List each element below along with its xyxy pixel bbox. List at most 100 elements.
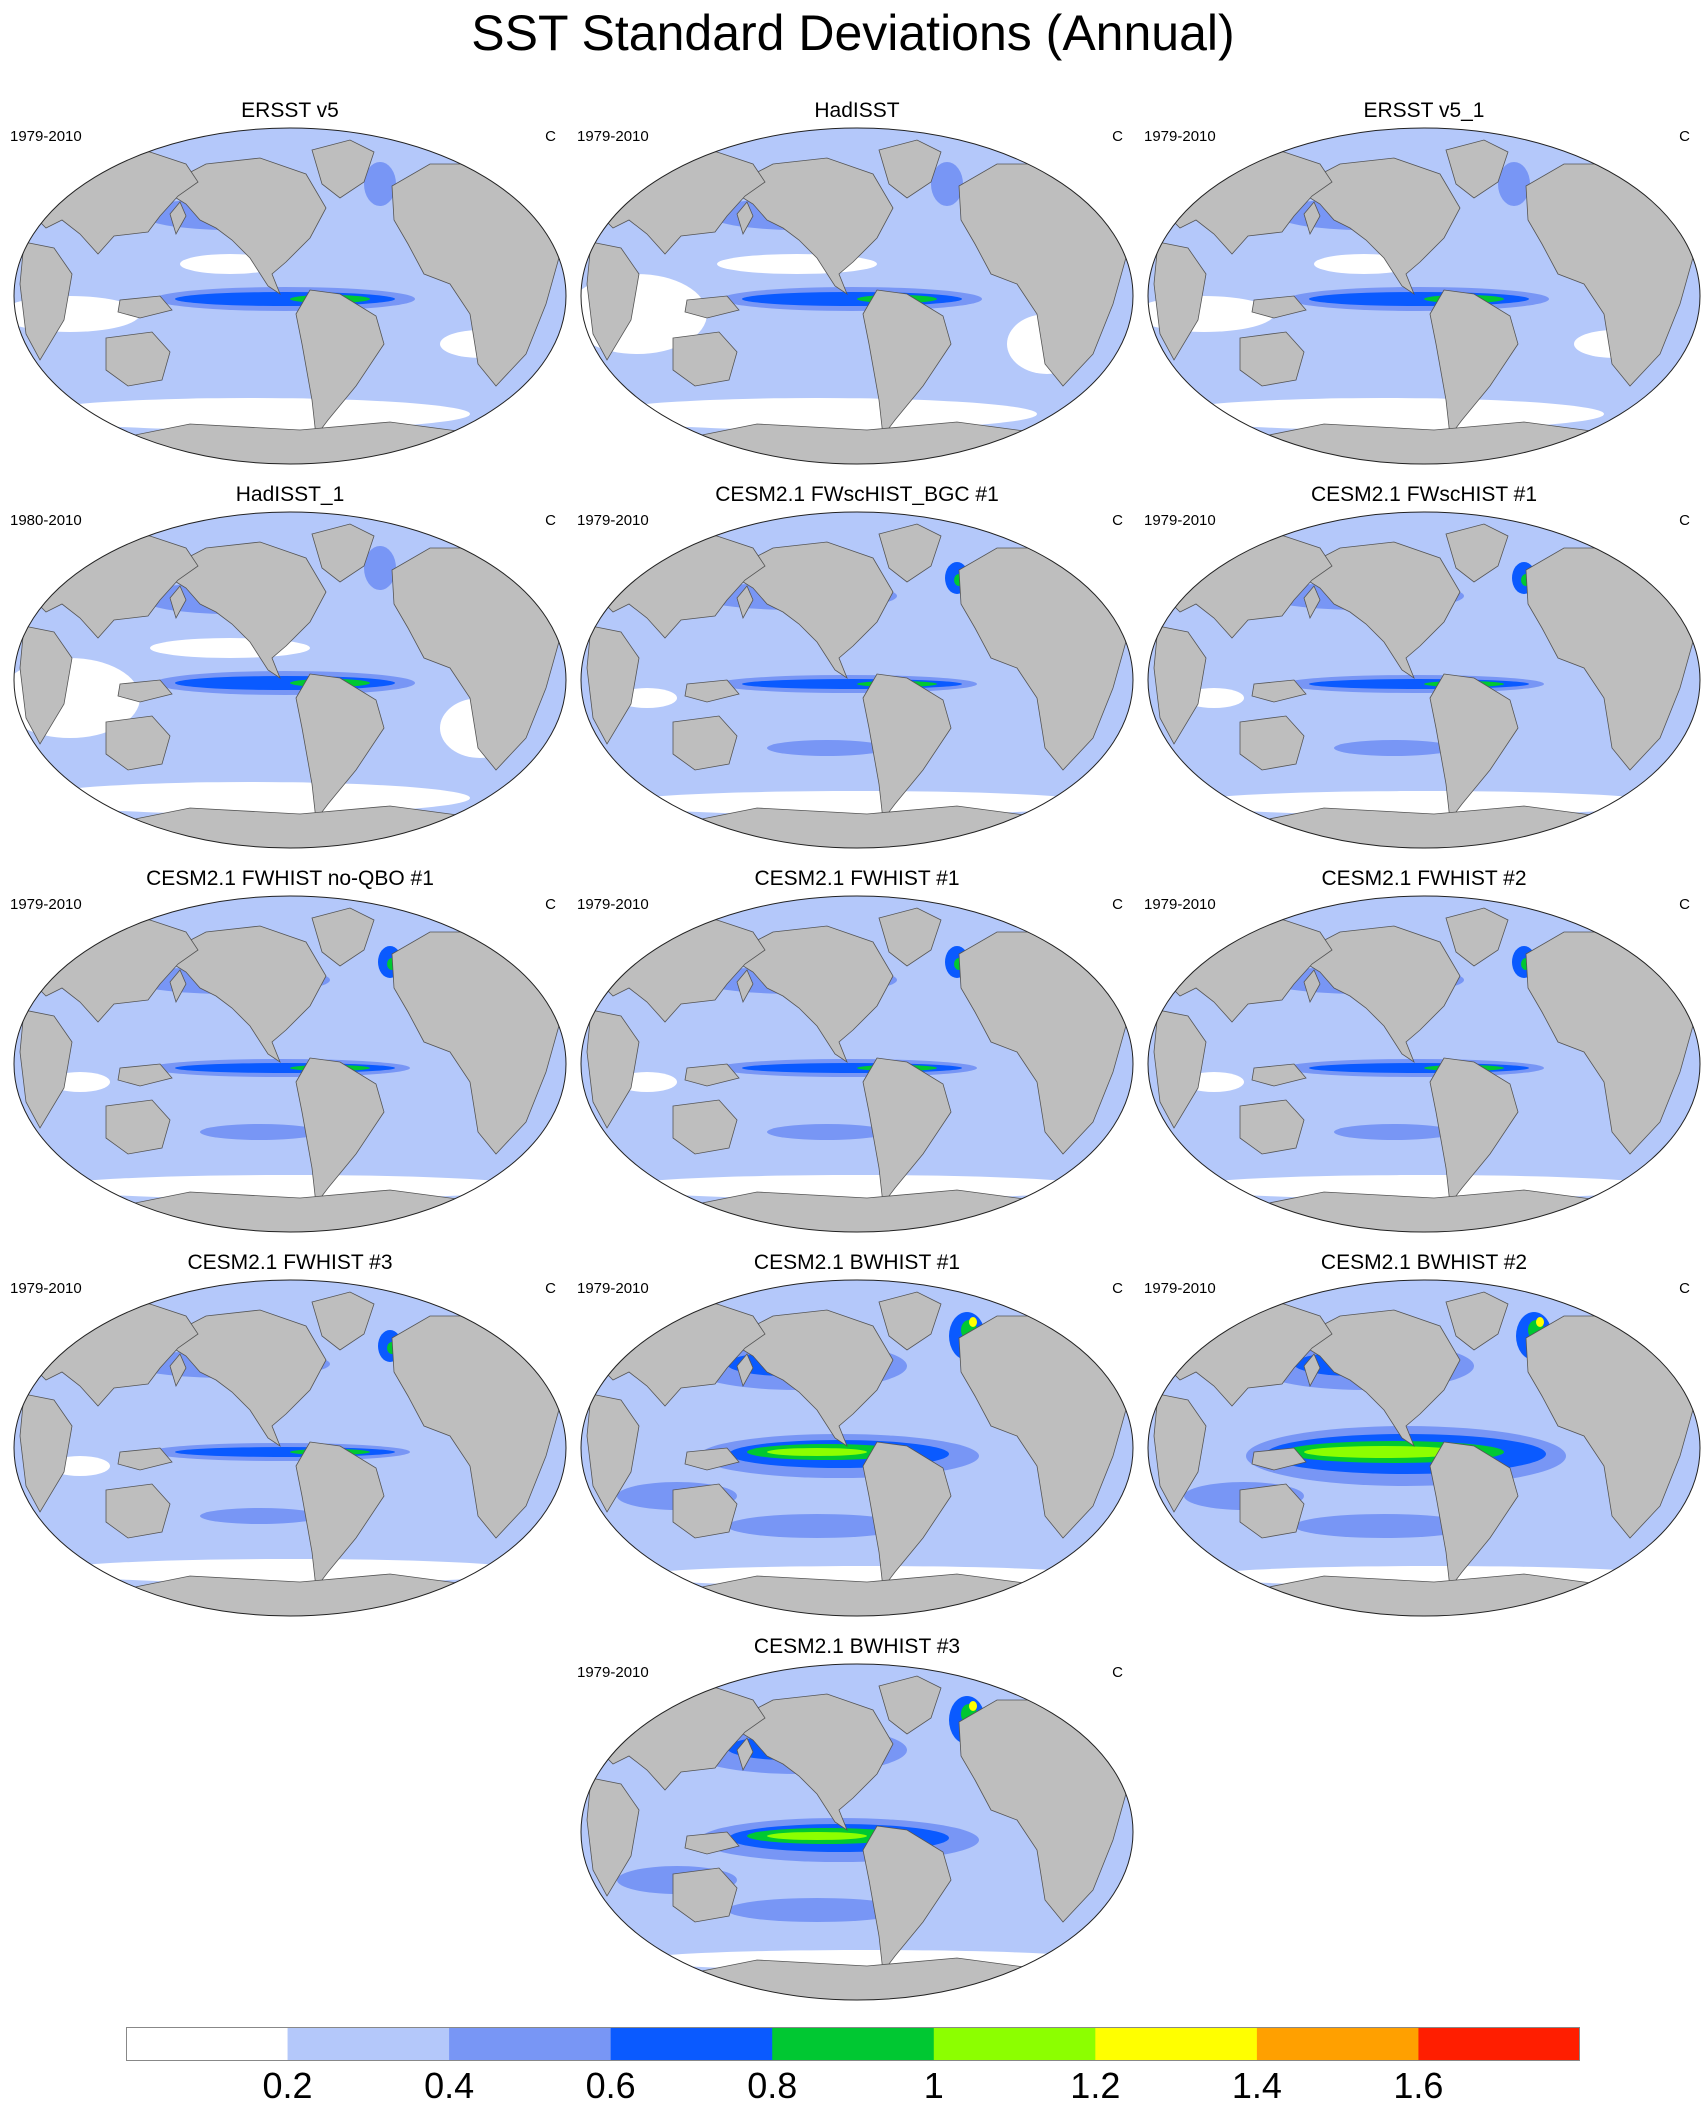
land-north-america — [1293, 541, 1461, 680]
land-north-america — [726, 925, 894, 1064]
panel-title: CESM2.1 BWHIST #1 — [753, 1251, 961, 1274]
sst-anomaly-patch — [50, 1559, 530, 1583]
map-border — [13, 511, 567, 849]
sst-anomaly-patch — [30, 398, 470, 430]
map-panel: CESM2.1 FWscHIST_BGC #1 1979-2010 C — [577, 482, 1137, 852]
land-south-america — [862, 289, 952, 438]
world-map — [13, 511, 567, 849]
land-south-america — [862, 1441, 952, 1590]
land-north-america — [1293, 925, 1461, 1064]
map-border — [580, 1279, 1134, 1617]
land-north-america — [159, 157, 327, 296]
panel-title: CESM2.1 FWscHIST_BGC #1 — [715, 483, 999, 506]
land-north-america — [159, 925, 327, 1064]
land-australia — [1239, 331, 1305, 387]
map-panel: HadISST 1979-2010 C — [577, 98, 1137, 468]
colorbar-label: 0.4 — [424, 2065, 475, 2106]
panel-title: ERSST v5_1 — [1363, 99, 1485, 122]
panel-period: 1979-2010 — [10, 128, 82, 145]
sst-anomaly-patch — [767, 1124, 887, 1140]
land-greenland — [1445, 1291, 1509, 1351]
land-japan — [1303, 585, 1321, 620]
land-australia — [105, 1483, 171, 1539]
panel-unit: C — [1679, 1280, 1690, 1297]
map-border — [580, 511, 1134, 849]
sst-anomaly-patch — [1184, 1175, 1664, 1199]
land-south-america — [1429, 1441, 1519, 1590]
map-panel: CESM2.1 FWHIST #2 1979-2010 C — [1144, 866, 1704, 1236]
colorbar-swatch — [1418, 2027, 1580, 2061]
panel-period: 1979-2010 — [577, 896, 649, 913]
land-indonesia — [117, 295, 173, 319]
colorbar-label: 1.6 — [1393, 2065, 1444, 2106]
colorbar-label: 0.6 — [585, 2065, 636, 2106]
map-border — [1147, 1279, 1701, 1617]
panel-period: 1979-2010 — [1144, 512, 1216, 529]
panel-unit: C — [1112, 1664, 1123, 1681]
map-panel: CESM2.1 BWHIST #2 1979-2010 C — [1144, 1250, 1704, 1620]
sst-anomaly-patch — [50, 1175, 530, 1199]
panel-unit: C — [545, 128, 556, 145]
sst-anomaly-patch — [597, 398, 1037, 430]
land-indonesia — [117, 679, 173, 703]
map-panel: CESM2.1 FWHIST #1 1979-2010 C — [577, 866, 1137, 1236]
land-south-america — [1429, 1057, 1519, 1206]
colorbar-swatch — [933, 2027, 1096, 2061]
map-border — [13, 1279, 567, 1617]
land-north-america — [1293, 157, 1461, 296]
panel-unit: C — [1112, 512, 1123, 529]
land-australia — [105, 715, 171, 771]
land-japan — [169, 585, 187, 620]
land-japan — [736, 585, 754, 620]
land-south-america — [295, 1057, 385, 1206]
sst-anomaly-patch — [1334, 1124, 1454, 1140]
map-border — [13, 895, 567, 1233]
colorbar-label: 1.4 — [1231, 2065, 1282, 2106]
land-australia — [672, 1483, 738, 1539]
map-border — [1147, 895, 1701, 1233]
land-australia — [672, 1867, 738, 1923]
panel-unit: C — [1112, 1280, 1123, 1297]
land-indonesia — [1251, 295, 1307, 319]
land-indonesia — [117, 1447, 173, 1471]
land-greenland — [311, 139, 375, 199]
colorbar-swatch — [449, 2027, 612, 2061]
land-australia — [1239, 1483, 1305, 1539]
land-greenland — [311, 1291, 375, 1351]
sst-anomaly-patch — [1498, 162, 1530, 206]
sst-anomaly-patch — [1294, 1514, 1474, 1538]
land-japan — [169, 969, 187, 1004]
land-greenland — [1445, 139, 1509, 199]
land-africa-west — [1153, 1393, 1207, 1513]
land-north-america — [726, 1309, 894, 1448]
panel-title: CESM2.1 BWHIST #2 — [1320, 1251, 1528, 1274]
land-north-america — [726, 157, 894, 296]
colorbar-swatch — [772, 2027, 935, 2061]
land-africa-west — [586, 625, 640, 745]
sst-anomaly-patch — [364, 546, 396, 590]
land-greenland — [311, 907, 375, 967]
land-indonesia — [1251, 1063, 1307, 1087]
sst-anomaly-patch — [200, 1124, 320, 1140]
land-australia — [105, 331, 171, 387]
panel-period: 1980-2010 — [10, 512, 82, 529]
land-south-america — [1429, 289, 1519, 438]
map-border — [580, 895, 1134, 1233]
land-indonesia — [684, 1831, 740, 1855]
land-australia — [1239, 1099, 1305, 1155]
colorbar-swatch — [610, 2027, 773, 2061]
map-panel: ERSST v5 1979-2010 C — [10, 98, 570, 468]
panel-unit: C — [545, 1280, 556, 1297]
world-map — [580, 895, 1134, 1233]
land-south-america — [1429, 673, 1519, 822]
panel-title: CESM2.1 FWHIST no-QBO #1 — [146, 867, 434, 890]
colorbar-label: 1 — [923, 2065, 944, 2106]
sst-anomaly-patch — [617, 791, 1097, 815]
sst-anomaly-patch — [767, 740, 887, 756]
land-africa-west — [19, 1393, 73, 1513]
sst-anomaly-patch — [767, 1448, 867, 1456]
world-map — [580, 511, 1134, 849]
map-border — [580, 1663, 1134, 2001]
panel-title: ERSST v5 — [241, 99, 339, 122]
land-africa-west — [19, 625, 73, 745]
